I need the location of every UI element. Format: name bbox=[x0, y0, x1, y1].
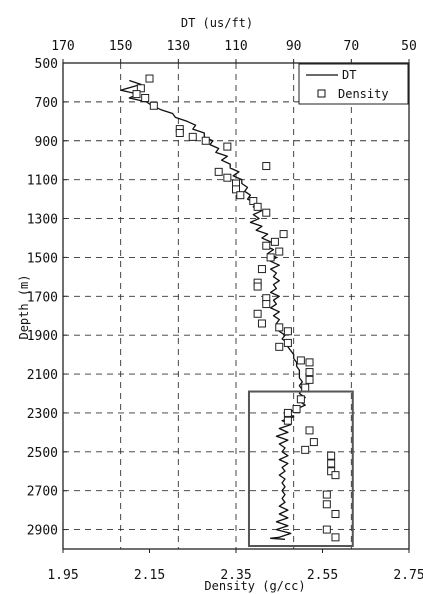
density-point bbox=[136, 84, 145, 93]
density-point bbox=[305, 368, 314, 377]
density-point bbox=[322, 525, 331, 534]
depth-tick-label: 1100 bbox=[27, 174, 58, 189]
density-point bbox=[201, 136, 210, 145]
density-point bbox=[262, 208, 271, 217]
depth-tick-label: 900 bbox=[35, 135, 58, 150]
density-point bbox=[327, 451, 336, 460]
bottom-tick-label: 2.55 bbox=[307, 568, 338, 583]
bottom-tick-label: 1.95 bbox=[47, 568, 78, 583]
density-point bbox=[214, 167, 223, 176]
density-point bbox=[253, 309, 262, 318]
density-point bbox=[223, 142, 232, 151]
density-point bbox=[249, 197, 258, 206]
legend: DT Density bbox=[298, 63, 409, 105]
density-point bbox=[257, 319, 266, 328]
dashed-grid bbox=[63, 63, 409, 549]
depth-tick-label: 2700 bbox=[27, 485, 58, 500]
density-point bbox=[292, 405, 301, 414]
depth-tick-label: 1700 bbox=[27, 290, 58, 305]
depth-tick-label: 500 bbox=[35, 57, 58, 72]
top-tick-label: 150 bbox=[109, 39, 132, 54]
depth-tick-label: 1500 bbox=[27, 251, 58, 266]
depth-tick-label: 1300 bbox=[27, 213, 58, 228]
density-point bbox=[175, 128, 184, 137]
legend-density-swatch bbox=[317, 89, 326, 98]
density-point bbox=[266, 253, 275, 262]
density-point bbox=[322, 490, 331, 499]
depth-axis-title: Depth (m) bbox=[17, 274, 31, 339]
density-point bbox=[253, 282, 262, 291]
top-tick-label: 90 bbox=[286, 39, 302, 54]
density-point bbox=[305, 375, 314, 384]
top-axis-title: DT (us/ft) bbox=[181, 16, 253, 30]
density-point bbox=[141, 93, 150, 102]
density-point bbox=[305, 426, 314, 435]
density-point bbox=[223, 173, 232, 182]
bottom-tick-label: 2.15 bbox=[134, 568, 165, 583]
density-point bbox=[301, 445, 310, 454]
top-tick-label: 110 bbox=[224, 39, 247, 54]
density-point bbox=[270, 237, 279, 246]
plot-frame bbox=[62, 62, 410, 550]
density-point bbox=[275, 247, 284, 256]
bottom-tick-label: 2.35 bbox=[220, 568, 251, 583]
density-point bbox=[301, 383, 310, 392]
dt-series bbox=[120, 79, 306, 540]
density-point bbox=[236, 191, 245, 200]
top-tick-label: 70 bbox=[344, 39, 360, 54]
density-point bbox=[327, 459, 336, 468]
density-point bbox=[188, 132, 197, 141]
density-point bbox=[253, 202, 262, 211]
density-point bbox=[331, 510, 340, 519]
depth-tick-label: 2900 bbox=[27, 524, 58, 539]
density-point bbox=[132, 90, 141, 99]
highlight-rectangle bbox=[247, 390, 354, 548]
bottom-axis-ticks: 1.95 2.15 2.35 2.55 2.75 bbox=[47, 549, 423, 583]
density-point bbox=[275, 323, 284, 332]
depth-tick-label: 700 bbox=[35, 96, 58, 111]
density-point bbox=[283, 327, 292, 336]
density-point bbox=[331, 533, 340, 542]
density-point bbox=[322, 500, 331, 509]
density-point bbox=[232, 185, 240, 194]
density-point bbox=[305, 358, 314, 367]
density-point bbox=[145, 74, 154, 83]
density-point bbox=[283, 408, 292, 417]
depth-tick-label: 2100 bbox=[27, 368, 58, 383]
legend-dt-label: DT bbox=[342, 68, 356, 82]
dt-line bbox=[120, 79, 306, 540]
density-point bbox=[296, 356, 305, 365]
depth-tick-label: 2500 bbox=[27, 446, 58, 461]
top-tick-label: 130 bbox=[167, 39, 190, 54]
top-axis-ticks: 170 150 130 110 90 70 50 bbox=[51, 39, 417, 63]
density-point bbox=[262, 162, 271, 171]
density-point bbox=[262, 241, 271, 250]
density-point bbox=[331, 471, 340, 480]
density-point bbox=[262, 300, 271, 309]
depth-tick-label: 1900 bbox=[27, 329, 58, 344]
density-point bbox=[257, 265, 266, 274]
legend-box bbox=[298, 63, 409, 105]
density-point bbox=[283, 338, 292, 347]
depth-tick-label: 2300 bbox=[27, 407, 58, 422]
density-point bbox=[296, 395, 305, 404]
highlight-box bbox=[247, 390, 354, 548]
bottom-tick-label: 2.75 bbox=[393, 568, 423, 583]
bottom-axis-title: Density (g/cc) bbox=[204, 579, 305, 593]
density-point bbox=[275, 342, 284, 351]
density-series bbox=[132, 74, 340, 542]
density-point bbox=[309, 438, 318, 447]
density-point bbox=[279, 230, 288, 239]
top-tick-label: 170 bbox=[51, 39, 74, 54]
density-point bbox=[283, 416, 292, 425]
density-point bbox=[149, 101, 158, 110]
top-tick-label: 50 bbox=[401, 39, 417, 54]
depth-axis-ticks: 500 700 900 1100 1300 1500 1700 1900 2100 2300 250… bbox=[27, 57, 67, 539]
legend-density-label: Density bbox=[338, 87, 389, 101]
